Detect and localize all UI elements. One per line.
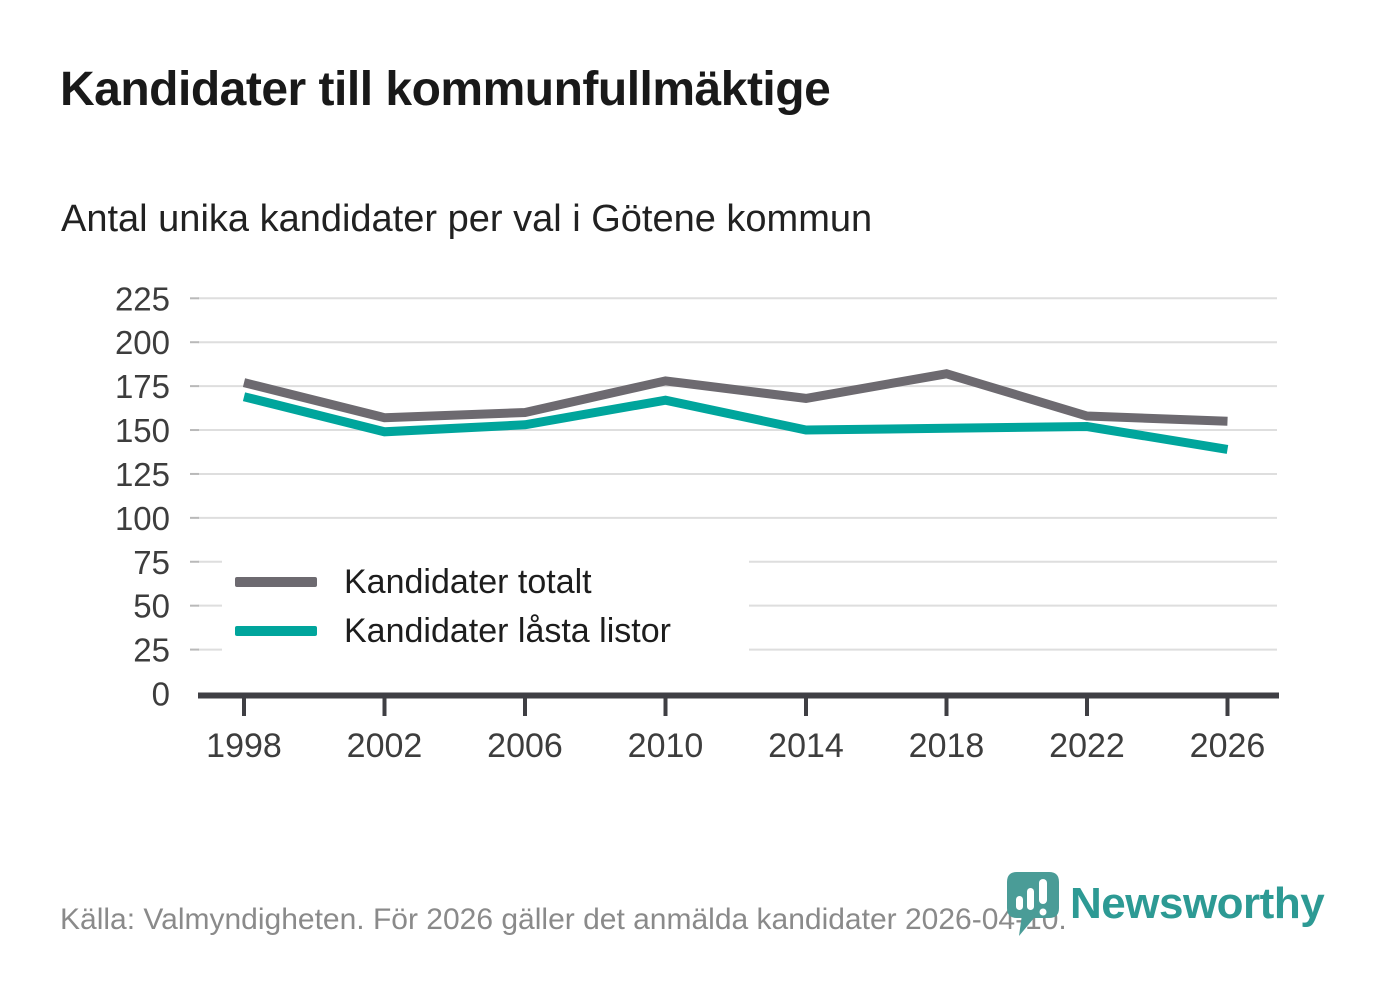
x-axis-label: 2010 [628,727,704,765]
x-axis-label: 2002 [347,727,423,765]
y-axis-label: 25 [133,632,170,669]
x-axis-label: 2018 [909,727,985,765]
newsworthy-wordmark: Newsworthy [1070,879,1325,928]
legend-swatch-totalt [235,577,317,587]
page-title: Kandidater till kommunfullmäktige [60,63,831,116]
legend-label-lasta-listor: Kandidater låsta listor [344,611,671,650]
bar-chart-glyph [1016,879,1047,916]
source-note: Källa: Valmyndigheten. För 2026 gäller d… [60,903,1067,936]
y-axis-label: 150 [115,412,170,449]
x-axis-label: 1998 [206,727,282,765]
y-axis-label: 125 [115,456,170,493]
y-axis-label: 100 [115,500,170,537]
series-line-lasta-listor [242,392,1229,454]
legend-item-lasta-listor: Kandidater låsta listor [235,612,749,651]
legend-swatch-lasta-listor [235,626,317,636]
y-axis-label: 50 [133,588,170,625]
x-axis-label: 2006 [487,727,563,765]
x-axis-label: 2022 [1049,727,1125,765]
y-axis-label: 200 [115,324,170,361]
x-axis-label: 2014 [768,727,844,765]
legend-item-totalt: Kandidater totalt [235,563,749,602]
y-axis-label: 175 [115,368,170,405]
newsworthy-logo-icon [1007,872,1059,936]
chart-legend: Kandidater totalt Kandidater låsta listo… [222,551,749,662]
chart-subtitle: Antal unika kandidater per val i Götene … [61,198,873,240]
y-axis-label: 0 [152,676,170,713]
series-line-totalt [242,369,1228,426]
x-axis-label: 2026 [1190,727,1266,765]
legend-label-totalt: Kandidater totalt [344,562,592,601]
y-axis-label: 225 [115,280,170,317]
y-axis-label: 75 [133,544,170,581]
